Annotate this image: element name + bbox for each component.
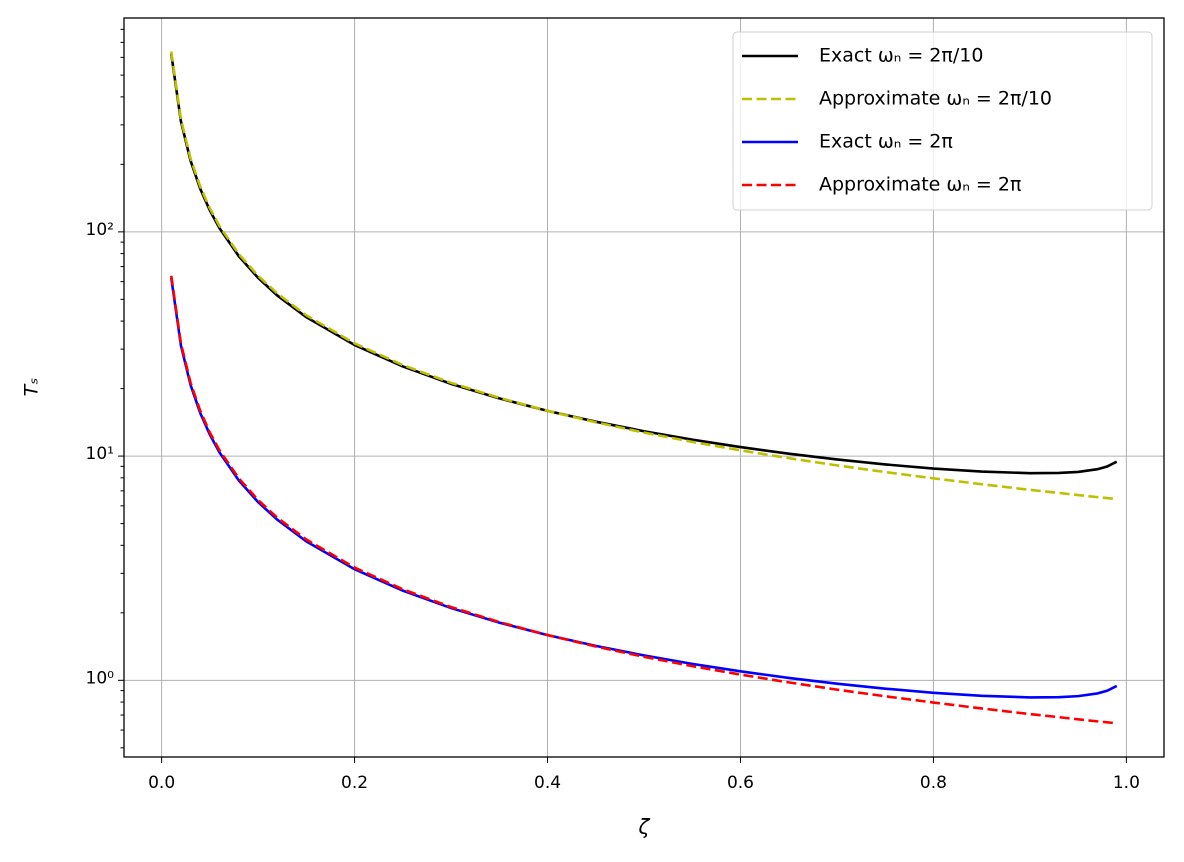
x-tick-label: 0.0 xyxy=(148,773,175,793)
series-line xyxy=(169,275,1117,725)
x-tick-label: 0.2 xyxy=(341,773,368,793)
y-axis-label: Tₛ xyxy=(21,378,43,397)
series-line xyxy=(169,277,1118,699)
x-tick-label: 0.6 xyxy=(727,773,754,793)
y-tick-label: 10⁰ xyxy=(86,668,115,688)
legend-label: Approximate ωₙ = 2π/10 xyxy=(819,88,1052,110)
plot-frame xyxy=(123,17,1165,758)
series-line xyxy=(169,51,1117,501)
legend-label: Exact ωₙ = 2π/10 xyxy=(819,45,983,67)
x-tick-label: 1.0 xyxy=(1113,773,1140,793)
x-tick-label: 0.8 xyxy=(920,773,947,793)
legend-label: Approximate ωₙ = 2π xyxy=(819,174,1021,196)
legend-box xyxy=(732,31,1153,211)
legend-label: Exact ωₙ = 2π xyxy=(819,131,953,153)
x-axis-label: ζ xyxy=(638,815,651,839)
x-tick-label: 0.4 xyxy=(534,773,561,793)
legend: Exact ωₙ = 2π/10 Approximate ωₙ = 2π/10 Ex… xyxy=(732,31,1153,211)
y-tick-label: 10¹ xyxy=(86,444,114,464)
y-tick-label: 10² xyxy=(86,220,114,240)
